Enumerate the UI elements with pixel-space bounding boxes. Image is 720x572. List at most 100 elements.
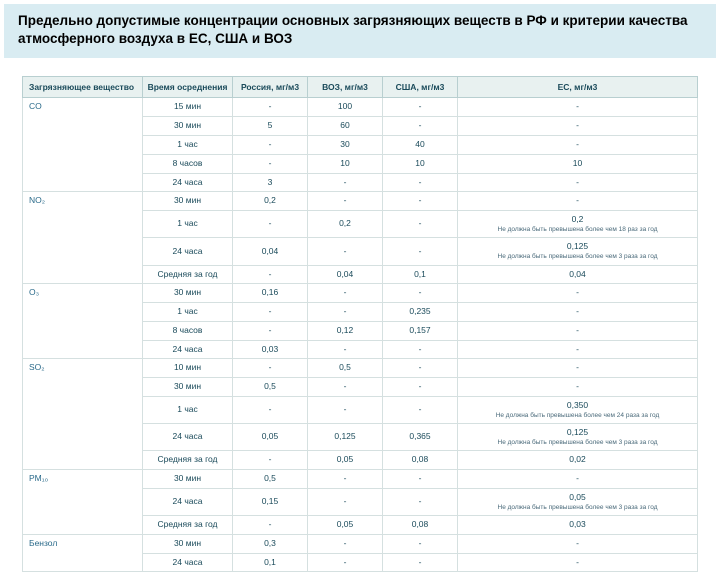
data-cell: - <box>383 359 458 378</box>
data-cell: 0,12 <box>308 321 383 340</box>
data-cell: - <box>308 470 383 489</box>
data-cell: 0,3 <box>233 534 308 553</box>
data-cell: 0,08 <box>383 451 458 470</box>
data-cell: - <box>383 173 458 192</box>
data-cell: - <box>458 135 698 154</box>
data-cell: 0,235 <box>383 303 458 322</box>
data-cell: 0,5 <box>233 470 308 489</box>
data-cell: - <box>308 534 383 553</box>
data-cell: - <box>383 117 458 136</box>
data-cell: 24 часа <box>143 488 233 515</box>
data-cell: - <box>458 553 698 572</box>
data-cell: - <box>458 534 698 553</box>
table-row: PM₁₀30 мин0,5--- <box>23 470 698 489</box>
col-time: Время осреднения <box>143 77 233 98</box>
data-cell: - <box>458 284 698 303</box>
data-cell: 0,350Не должна быть превышена более чем … <box>458 396 698 423</box>
data-cell: 0,2 <box>308 211 383 238</box>
data-cell: 0,125 <box>308 424 383 451</box>
data-cell: 30 мин <box>143 117 233 136</box>
data-cell: - <box>383 534 458 553</box>
data-cell: - <box>458 470 698 489</box>
data-cell: 0,365 <box>383 424 458 451</box>
data-cell: - <box>233 451 308 470</box>
data-cell: - <box>308 396 383 423</box>
col-who: ВОЗ, мг/м3 <box>308 77 383 98</box>
data-cell: 24 часа <box>143 424 233 451</box>
concentration-table: Загрязняющее вещество Время осреднения Р… <box>22 76 698 572</box>
data-cell: - <box>458 303 698 322</box>
data-cell: - <box>308 488 383 515</box>
data-cell: 30 мин <box>143 378 233 397</box>
data-cell: 0,05 <box>308 451 383 470</box>
pollutant-cell: SO₂ <box>23 359 143 470</box>
table-row: Бензол30 мин0,3--- <box>23 534 698 553</box>
data-cell: 0,04 <box>233 238 308 265</box>
data-cell: - <box>233 98 308 117</box>
data-cell: - <box>458 359 698 378</box>
data-cell: 1 час <box>143 396 233 423</box>
data-cell: 15 мин <box>143 98 233 117</box>
data-cell: 8 часов <box>143 154 233 173</box>
data-cell: - <box>383 396 458 423</box>
data-cell: 1 час <box>143 303 233 322</box>
data-cell: 5 <box>233 117 308 136</box>
data-cell: 8 часов <box>143 321 233 340</box>
data-cell: 60 <box>308 117 383 136</box>
data-cell: 0,03 <box>458 516 698 535</box>
data-cell: 30 мин <box>143 284 233 303</box>
data-cell: - <box>383 340 458 359</box>
data-cell: - <box>308 238 383 265</box>
data-cell: 24 часа <box>143 340 233 359</box>
data-cell: 30 мин <box>143 470 233 489</box>
data-cell: - <box>458 321 698 340</box>
data-cell: 0,16 <box>233 284 308 303</box>
data-cell: 0,2Не должна быть превышена более чем 18… <box>458 211 698 238</box>
data-cell: - <box>383 238 458 265</box>
data-cell: - <box>233 516 308 535</box>
data-cell: Средняя за год <box>143 451 233 470</box>
pollutant-cell: PM₁₀ <box>23 470 143 535</box>
data-cell: 30 мин <box>143 192 233 211</box>
data-cell: - <box>383 284 458 303</box>
table-header-row: Загрязняющее вещество Время осреднения Р… <box>23 77 698 98</box>
data-cell: 24 часа <box>143 553 233 572</box>
data-cell: 0,02 <box>458 451 698 470</box>
data-cell: - <box>458 378 698 397</box>
data-cell: 24 часа <box>143 238 233 265</box>
data-cell: 10 мин <box>143 359 233 378</box>
data-cell: - <box>308 553 383 572</box>
data-cell: - <box>233 154 308 173</box>
data-cell: 0,05 <box>308 516 383 535</box>
pollutant-cell: NO₂ <box>23 192 143 284</box>
data-cell: - <box>458 340 698 359</box>
page-title: Предельно допустимые концентрации основн… <box>18 12 702 48</box>
data-cell: - <box>383 378 458 397</box>
data-cell: Средняя за год <box>143 516 233 535</box>
table-row: O₃30 мин0,16--- <box>23 284 698 303</box>
table-body: CO15 мин-100--30 мин560--1 час-3040-8 ча… <box>23 98 698 572</box>
table-row: NO₂30 мин0,2--- <box>23 192 698 211</box>
data-cell: - <box>233 211 308 238</box>
data-cell: - <box>233 321 308 340</box>
data-cell: - <box>308 303 383 322</box>
data-cell: - <box>383 553 458 572</box>
data-cell: - <box>383 470 458 489</box>
data-cell: - <box>383 488 458 515</box>
data-cell: 0,08 <box>383 516 458 535</box>
data-cell: - <box>308 340 383 359</box>
data-cell: 0,125Не должна быть превышена более чем … <box>458 238 698 265</box>
data-cell: - <box>458 117 698 136</box>
data-cell: 40 <box>383 135 458 154</box>
data-cell: 0,2 <box>233 192 308 211</box>
data-cell: - <box>308 284 383 303</box>
data-cell: 0,05 <box>233 424 308 451</box>
data-cell: 0,15 <box>233 488 308 515</box>
data-cell: 0,03 <box>233 340 308 359</box>
data-cell: 0,5 <box>233 378 308 397</box>
data-cell: - <box>233 359 308 378</box>
data-cell: - <box>233 303 308 322</box>
data-cell: - <box>383 98 458 117</box>
data-cell: - <box>458 173 698 192</box>
data-cell: - <box>233 135 308 154</box>
